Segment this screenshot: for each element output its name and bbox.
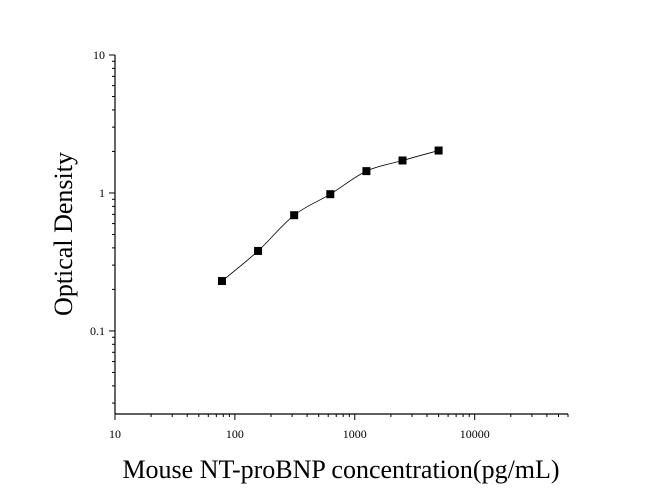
x-tick-label: 10000 [460, 427, 490, 441]
x-tick-label: 100 [226, 427, 244, 441]
data-point [362, 167, 371, 176]
fit-curve-layer [221, 150, 439, 282]
fit-curve [221, 150, 439, 282]
data-point [326, 190, 335, 199]
data-points [217, 146, 443, 286]
data-point [290, 211, 299, 220]
data-point [254, 246, 263, 255]
axes: 10 100 1000 10000 0.1 1 10 [90, 48, 569, 441]
x-axis-title: Mouse NT-proBNP concentration(pg/mL) [122, 455, 559, 484]
x-tick-label: 10 [109, 427, 121, 441]
y-tick-label: 1 [99, 186, 105, 200]
x-tick-label: 1000 [343, 427, 367, 441]
data-point [398, 156, 407, 165]
data-point [434, 146, 443, 155]
data-point [217, 277, 226, 286]
y-tick-label: 0.1 [90, 324, 105, 338]
y-tick-label: 10 [93, 48, 105, 62]
y-axis-title: Optical Density [49, 152, 78, 316]
